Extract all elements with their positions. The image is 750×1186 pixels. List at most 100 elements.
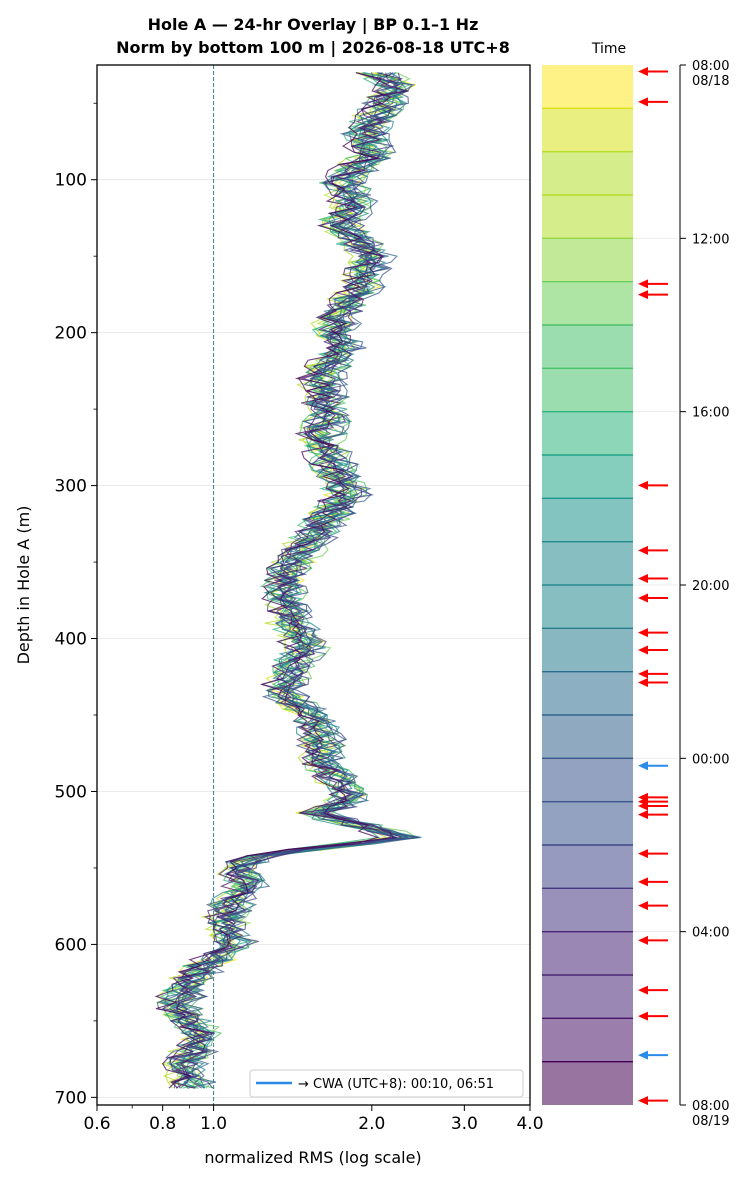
event-arrow bbox=[638, 985, 668, 995]
x-tick-label: 0.6 bbox=[83, 1114, 110, 1134]
event-arrow-head bbox=[638, 1011, 648, 1021]
event-arrow-head bbox=[638, 849, 648, 859]
event-arrow bbox=[638, 901, 668, 911]
time-band bbox=[542, 758, 633, 802]
x-axis-ticks: 0.6 0.8 1.0 2.0 3.0 4.0 bbox=[83, 1105, 544, 1134]
rms-trace-line bbox=[154, 72, 392, 1089]
event-arrow bbox=[638, 849, 668, 859]
event-arrow-head bbox=[638, 877, 648, 887]
time-band bbox=[542, 585, 633, 629]
event-arrow-head bbox=[638, 480, 648, 490]
y-tick-label: 600 bbox=[55, 935, 87, 955]
event-arrow bbox=[638, 67, 668, 76]
event-arrow-head bbox=[638, 628, 648, 638]
y-tick-label: 200 bbox=[55, 324, 87, 344]
x-tick-label: 0.8 bbox=[149, 1114, 176, 1134]
rms-trace-line bbox=[170, 72, 398, 1089]
event-arrow bbox=[638, 645, 668, 655]
time-band bbox=[542, 498, 633, 542]
event-arrow-head bbox=[638, 545, 648, 555]
time-axis-title: Time bbox=[591, 41, 626, 57]
x-axis-label: normalized RMS (log scale) bbox=[204, 1148, 421, 1167]
time-tick-label: 16:00 bbox=[692, 406, 729, 421]
time-band bbox=[542, 845, 633, 889]
time-band bbox=[542, 1018, 633, 1062]
event-arrow-head bbox=[638, 67, 648, 76]
y-tick-label: 700 bbox=[55, 1088, 87, 1108]
event-arrow-head bbox=[638, 279, 648, 289]
event-arrow bbox=[638, 801, 668, 811]
time-tick-label: 08:00 bbox=[692, 1099, 729, 1114]
event-arrow bbox=[638, 545, 668, 555]
event-arrow bbox=[638, 97, 668, 107]
time-band bbox=[542, 888, 633, 932]
time-band bbox=[542, 628, 633, 672]
time-band bbox=[542, 368, 633, 412]
event-arrow-head bbox=[638, 593, 648, 603]
y-tick-label: 400 bbox=[55, 630, 87, 650]
time-band bbox=[542, 975, 633, 1019]
event-markers bbox=[638, 67, 668, 1106]
x-tick-label: 1.0 bbox=[200, 1114, 227, 1134]
time-band bbox=[542, 931, 633, 975]
time-band bbox=[542, 65, 633, 109]
time-tick-date-label: 08/18 bbox=[692, 74, 729, 89]
x-tick-label: 3.0 bbox=[451, 1114, 478, 1134]
y-axis-label: Depth in Hole A (m) bbox=[14, 506, 33, 665]
event-arrow bbox=[638, 810, 668, 820]
time-tick-label: 20:00 bbox=[692, 579, 729, 594]
event-arrow-head bbox=[638, 669, 648, 679]
time-band bbox=[542, 715, 633, 759]
time-band bbox=[542, 541, 633, 585]
event-arrow bbox=[638, 593, 668, 603]
rms-trace-line bbox=[161, 72, 409, 1089]
legend-box bbox=[249, 1069, 524, 1098]
time-band bbox=[542, 195, 633, 239]
legend-label: → CWA (UTC+8): 00:10, 06:51 bbox=[298, 1077, 494, 1092]
event-arrow-head bbox=[638, 801, 648, 811]
event-arrow bbox=[638, 1096, 668, 1106]
y-axis-ticks: 100 200 300 400 500 600 700 bbox=[55, 102, 97, 1108]
event-arrow bbox=[638, 1050, 668, 1060]
event-arrow bbox=[638, 678, 668, 687]
event-arrow-head bbox=[638, 1096, 648, 1106]
time-band bbox=[542, 281, 633, 325]
y-tick-label: 100 bbox=[55, 171, 87, 191]
event-arrow-head bbox=[638, 290, 648, 300]
time-tick-label: 04:00 bbox=[692, 926, 729, 941]
time-tick-date-label: 08/19 bbox=[692, 1114, 729, 1129]
event-arrow bbox=[638, 935, 668, 945]
grid-lines bbox=[97, 179, 530, 1098]
event-arrow bbox=[638, 1011, 668, 1021]
event-arrow bbox=[638, 480, 668, 490]
event-arrow bbox=[638, 279, 668, 289]
time-colorbar bbox=[542, 65, 678, 1105]
event-arrow-head bbox=[638, 678, 648, 687]
event-arrow-head bbox=[638, 935, 648, 945]
time-band bbox=[542, 151, 633, 195]
event-arrow-head bbox=[638, 645, 648, 655]
event-arrow-head bbox=[638, 810, 648, 820]
y-tick-label: 500 bbox=[55, 782, 87, 802]
time-band bbox=[542, 411, 633, 455]
time-band bbox=[542, 801, 633, 845]
event-arrow-head bbox=[638, 574, 648, 583]
event-arrow-head bbox=[638, 761, 648, 771]
time-band bbox=[542, 671, 633, 715]
event-arrow-head bbox=[638, 97, 648, 107]
event-arrow-head bbox=[638, 1050, 648, 1060]
event-arrow-head bbox=[638, 901, 648, 911]
time-band bbox=[542, 325, 633, 369]
event-arrow bbox=[638, 574, 668, 583]
x-tick-label: 2.0 bbox=[358, 1114, 385, 1134]
y-tick-label: 300 bbox=[55, 477, 87, 497]
time-band bbox=[542, 1061, 633, 1105]
plot-frame bbox=[96, 64, 531, 1106]
chart-title-line-2: Norm by bottom 100 m | 2026-08-18 UTC+8 bbox=[116, 38, 510, 58]
chart-title-line-1: Hole A — 24-hr Overlay | BP 0.1–1 Hz bbox=[148, 15, 479, 35]
rms-trace-line bbox=[160, 72, 418, 1089]
event-arrow bbox=[638, 669, 668, 679]
x-tick-label: 4.0 bbox=[516, 1114, 543, 1134]
rms-traces bbox=[154, 72, 422, 1089]
